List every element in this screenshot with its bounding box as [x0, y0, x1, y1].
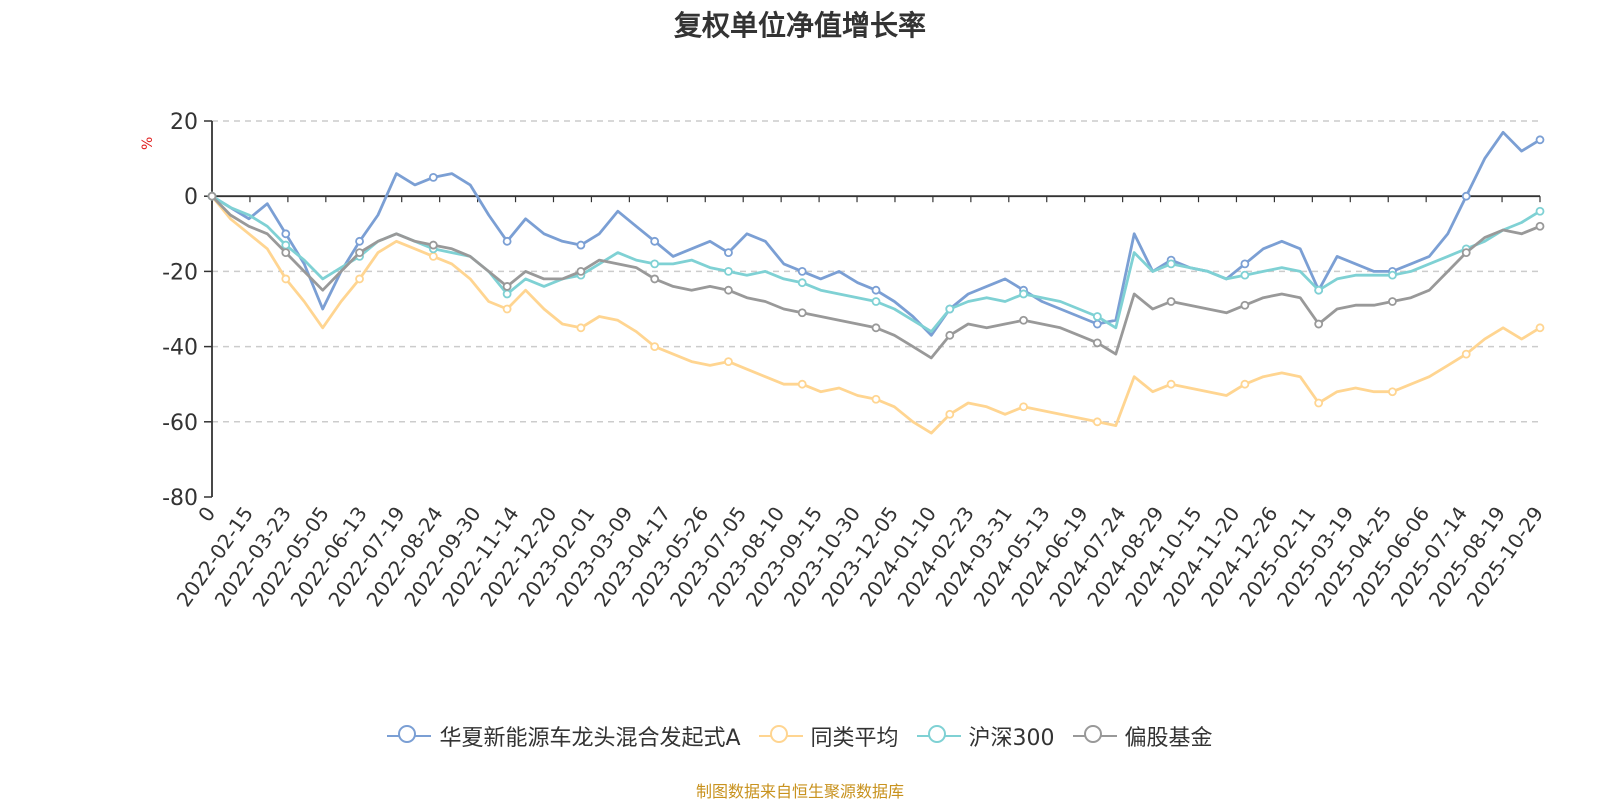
legend-label: 华夏新能源车龙头混合发起式A — [439, 726, 741, 751]
y-tick-labels: 20 0 -20 -40 -60 -80 — [162, 110, 198, 511]
y-tick-label: 20 — [170, 110, 198, 135]
series-point — [281, 274, 291, 284]
series-point — [1092, 319, 1102, 329]
series-point — [945, 304, 955, 314]
series-point — [871, 323, 881, 333]
series-point — [724, 285, 733, 295]
series-point — [1535, 206, 1545, 216]
series-3 — [207, 191, 1545, 360]
series-point — [1388, 387, 1397, 397]
legend-item[interactable]: 华夏新能源车龙头混合发起式A — [387, 720, 741, 752]
legend-item[interactable]: 沪深300 — [916, 720, 1055, 752]
series-point — [355, 274, 364, 284]
series-point — [1240, 270, 1250, 280]
y-tick-label: -40 — [162, 336, 198, 361]
series-point — [1461, 349, 1471, 359]
series-point — [281, 240, 291, 250]
axes — [204, 120, 1541, 498]
series-point — [724, 357, 733, 367]
y-tick-label: -20 — [162, 260, 198, 285]
y-tick-label: 0 — [184, 185, 198, 210]
series-line — [211, 195, 1541, 333]
series-point — [1314, 319, 1324, 329]
series-point — [502, 282, 512, 291]
series-point — [871, 297, 881, 306]
series-point — [428, 240, 438, 250]
series-2 — [207, 191, 1545, 333]
legend-swatch-icon — [758, 724, 803, 748]
series-point — [502, 289, 512, 299]
legend: 华夏新能源车龙头混合发起式A 同类平均 沪深300 偏股基金 — [0, 720, 1600, 752]
series-point — [1166, 379, 1176, 389]
series-point — [1019, 315, 1028, 325]
grid-lines — [212, 120, 1540, 423]
y-tick-label: -60 — [162, 411, 198, 436]
series-point — [945, 409, 955, 419]
series-point — [1461, 191, 1471, 201]
series-point — [355, 248, 364, 258]
x-tick-labels: 02022-02-152022-03-232022-05-052022-06-1… — [172, 502, 1548, 611]
series-lines — [207, 130, 1545, 435]
series-point — [281, 248, 291, 258]
series-point — [576, 266, 586, 276]
legend-item[interactable]: 偏股基金 — [1072, 720, 1213, 752]
series-point — [1092, 417, 1102, 427]
series-point — [576, 323, 586, 333]
series-point — [1388, 270, 1397, 280]
series-point — [1461, 248, 1471, 258]
series-point — [207, 191, 217, 201]
legend-swatch-icon — [387, 724, 432, 748]
series-point — [797, 266, 807, 276]
series-point — [650, 259, 660, 269]
series-point — [1535, 323, 1545, 333]
series-point — [724, 266, 733, 276]
series-point — [650, 274, 660, 284]
series-point — [428, 172, 438, 182]
series-1 — [207, 191, 1545, 435]
chart-title: 复权单位净值增长率 — [673, 9, 926, 42]
series-point — [1092, 338, 1102, 348]
series-point — [1535, 135, 1545, 145]
series-point — [797, 278, 807, 288]
series-point — [724, 248, 733, 258]
series-point — [1019, 402, 1028, 412]
series-point — [355, 236, 364, 246]
series-point — [1240, 300, 1250, 310]
series-point — [1240, 379, 1250, 389]
series-point — [797, 308, 807, 318]
y-tick-label: -80 — [162, 486, 198, 511]
series-point — [650, 342, 660, 352]
legend-label: 偏股基金 — [1124, 726, 1213, 751]
legend-label: 同类平均 — [810, 726, 899, 751]
series-point — [502, 236, 512, 246]
series-point — [650, 236, 660, 246]
legend-label: 沪深300 — [968, 726, 1055, 751]
series-point — [1240, 259, 1250, 269]
series-point — [797, 379, 807, 389]
source-note: 制图数据来自恒生聚源数据库 — [695, 782, 904, 801]
series-point — [1019, 289, 1028, 299]
series-point — [1166, 259, 1176, 269]
legend-item[interactable]: 同类平均 — [758, 720, 899, 752]
series-point — [1166, 297, 1176, 306]
legend-swatch-icon — [916, 724, 961, 748]
series-point — [281, 229, 291, 239]
series-point — [576, 240, 586, 250]
series-point — [1535, 221, 1545, 231]
series-point — [871, 394, 881, 404]
series-point — [1092, 312, 1102, 321]
series-point — [1388, 297, 1397, 306]
legend-swatch-icon — [1072, 724, 1117, 748]
series-point — [502, 304, 512, 314]
series-point — [428, 251, 438, 261]
series-point — [1314, 398, 1324, 408]
series-point — [871, 285, 881, 295]
series-point — [945, 330, 955, 340]
series-point — [1314, 285, 1324, 295]
